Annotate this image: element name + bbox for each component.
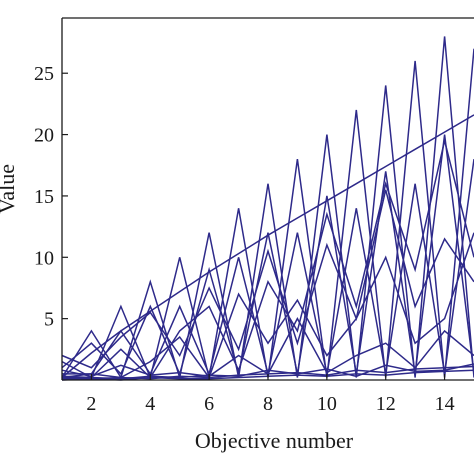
- x-tick-label: 6: [204, 393, 214, 415]
- x-tick-label: 4: [145, 393, 155, 415]
- y-tick-label: 20: [34, 125, 54, 147]
- y-tick-label: 15: [34, 186, 54, 208]
- series-line-8: [61, 232, 474, 380]
- x-axis-label: Objective number: [195, 428, 354, 453]
- x-axis-ticks: 2 4 6 8 10 12 14: [86, 374, 455, 415]
- y-tick-label: 10: [34, 247, 54, 269]
- series-line-11: [61, 363, 474, 380]
- x-tick-label: 2: [86, 393, 96, 415]
- y-tick-label: 5: [44, 309, 54, 331]
- series-line-1: [61, 114, 474, 379]
- x-tick-label: 14: [435, 393, 455, 415]
- series-lines: [61, 36, 474, 381]
- x-tick-label: 8: [263, 393, 273, 415]
- y-axis-label: Value: [0, 164, 19, 214]
- series-line-6: [61, 189, 474, 369]
- series-line-7: [61, 140, 474, 379]
- x-tick-label: 10: [317, 393, 337, 415]
- y-axis-ticks: 5 10 15 20 25: [34, 63, 68, 331]
- series-line-4: [61, 134, 474, 377]
- x-tick-label: 12: [376, 393, 396, 415]
- y-tick-label: 25: [34, 63, 54, 85]
